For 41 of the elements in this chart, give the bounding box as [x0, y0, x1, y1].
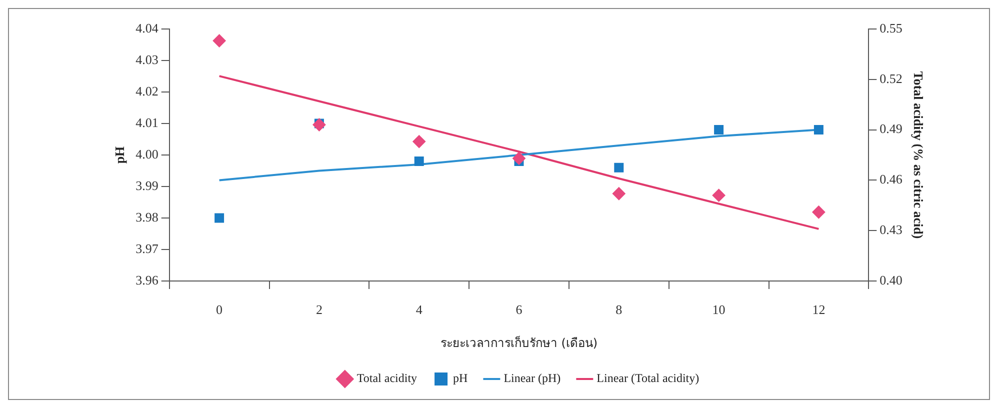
- x-tick-label: 4: [416, 302, 423, 318]
- point: [214, 213, 224, 223]
- point: [412, 135, 426, 148]
- legend-label: pH: [453, 371, 468, 386]
- y-tick-label: 3.96: [136, 272, 159, 288]
- y-tick-label: 3.98: [136, 209, 158, 224]
- legend-label: Linear (Total acidity): [596, 371, 700, 386]
- point: [312, 118, 326, 132]
- x-axis-title: ระยะเวลาการเก็บรักษา (เดือน): [440, 334, 598, 350]
- y-tick-label: 4.02: [136, 83, 158, 98]
- point: [612, 187, 626, 200]
- x-tick-label: 8: [616, 302, 622, 318]
- point: [812, 206, 826, 219]
- point: [414, 156, 424, 166]
- x-tick-label: 10: [712, 302, 726, 318]
- y2-tick-label: 0.49: [880, 121, 902, 136]
- point: [714, 125, 724, 135]
- y-tick-label: 3.97: [136, 240, 159, 256]
- y-tick-label: 4.01: [136, 114, 158, 130]
- point: [712, 188, 726, 202]
- y2-tick-label: 0.43: [880, 222, 902, 238]
- x-tick-label: 12: [812, 302, 826, 318]
- x-tick-label: 0: [216, 302, 223, 318]
- y2-tick-label: 0.46: [880, 172, 903, 187]
- legend-label: Total acidity: [356, 371, 418, 386]
- y2-tick-label: 0.55: [880, 20, 902, 36]
- x-tick-label: 6: [516, 302, 523, 318]
- y2-tick-label: 0.52: [880, 70, 902, 86]
- legend-label: Linear (pH): [504, 371, 561, 386]
- point: [614, 162, 624, 172]
- y2-axis-title: Total acidity (% as citric acid): [910, 71, 926, 239]
- y-tick-label: 4.04: [136, 20, 159, 36]
- x-tick-label: 2: [316, 302, 322, 318]
- point: [512, 152, 526, 165]
- point: [212, 34, 226, 48]
- y-tick-label: 4.03: [136, 52, 158, 67]
- y-tick-label: 3.99: [136, 178, 158, 193]
- y-tick-label: 4.00: [136, 146, 158, 162]
- point: [814, 125, 824, 135]
- y-axis-title: pH: [112, 146, 128, 164]
- y2-tick-label: 0.40: [880, 272, 902, 288]
